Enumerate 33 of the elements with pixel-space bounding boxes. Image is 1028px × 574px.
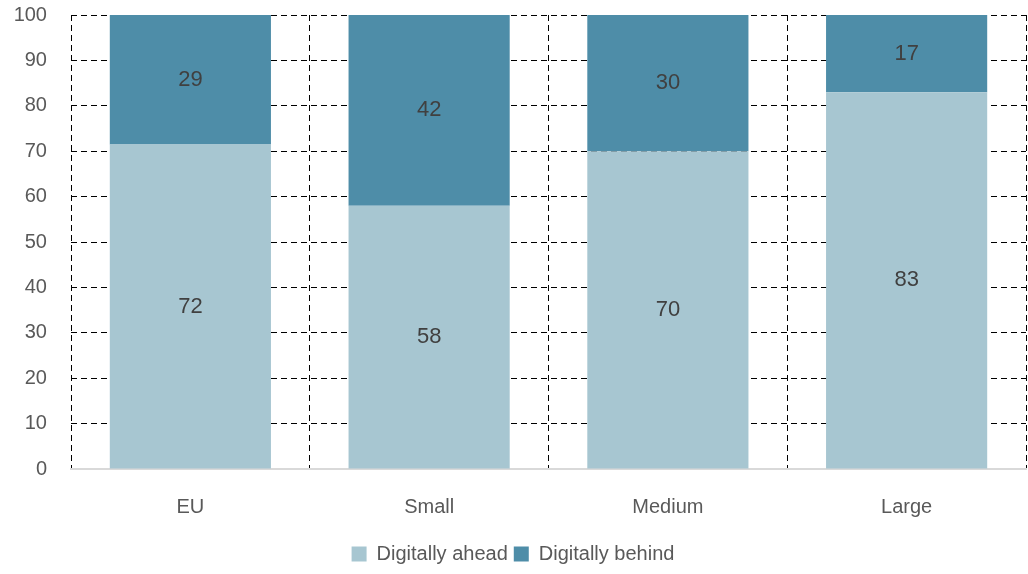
data-label: 17 (894, 39, 919, 65)
data-label: 72 (178, 292, 203, 318)
bar (109, 144, 271, 469)
y-tick-label: 40 (24, 274, 47, 297)
y-tick-label: 10 (24, 411, 47, 434)
y-tick-label: 20 (24, 365, 47, 388)
data-label: 30 (655, 69, 681, 95)
legend-label: Digitally behind (538, 541, 675, 564)
y-tick-label: 0 (35, 456, 47, 479)
y-tick-label: 30 (24, 320, 47, 343)
bar (826, 92, 988, 469)
y-tick-label: 100 (13, 2, 47, 25)
y-tick-label: 80 (24, 93, 47, 116)
y-tick-label: 70 (24, 138, 47, 161)
bar (826, 15, 988, 93)
bar (587, 15, 749, 152)
legend-label: Digitally ahead (376, 541, 508, 564)
bar (109, 15, 271, 145)
bar (587, 151, 749, 469)
data-label: 70 (655, 295, 681, 321)
x-tick-label: Small (404, 494, 455, 517)
data-label: 58 (416, 323, 442, 349)
bar (348, 15, 510, 206)
data-label: 42 (416, 96, 442, 122)
y-tick-label: 90 (24, 47, 47, 70)
y-tick-label: 50 (24, 229, 47, 252)
data-label: 29 (178, 65, 203, 91)
y-tick-label: 60 (24, 184, 47, 207)
bar (348, 205, 510, 469)
data-label: 83 (894, 266, 919, 292)
x-tick-label: Medium (632, 494, 704, 517)
x-tick-label: Large (881, 494, 933, 517)
x-tick-label: EU (176, 494, 205, 517)
